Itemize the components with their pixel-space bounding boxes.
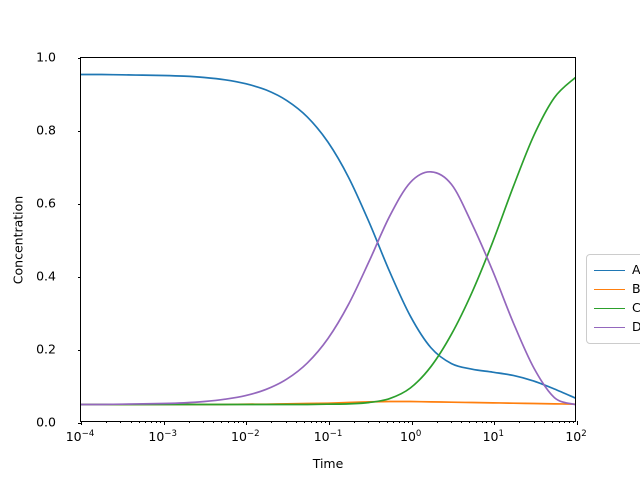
x-minor-tick	[320, 421, 322, 423]
x-tick-label-6: 102	[565, 428, 587, 444]
x-minor-tick	[469, 421, 471, 423]
x-minor-tick	[398, 421, 400, 423]
x-tick-label-2: 10−2	[231, 428, 260, 444]
legend-swatch-c	[594, 308, 625, 309]
series-lines	[81, 73, 575, 406]
x-minor-tick	[120, 421, 122, 423]
legend-label-b: B	[632, 281, 640, 297]
legend-item-a[interactable]: A	[594, 261, 640, 280]
y-tick-label-0: 0.0	[36, 414, 56, 430]
x-minor-tick	[544, 421, 546, 423]
y-tick-label-2: 0.4	[36, 268, 56, 284]
x-minor-tick	[533, 421, 535, 423]
x-tick-mark-3	[329, 421, 331, 425]
y-tick-mark-1	[77, 349, 81, 351]
x-minor-tick	[403, 421, 405, 423]
x-minor-tick	[519, 421, 521, 423]
legend-item-b[interactable]: B	[594, 280, 640, 299]
legend-box[interactable]: A B C D	[586, 254, 640, 344]
x-minor-tick	[552, 421, 554, 423]
y-tick-mark-2	[77, 276, 81, 278]
x-minor-tick	[368, 421, 370, 423]
legend-swatch-b	[594, 289, 625, 290]
x-minor-tick	[285, 421, 287, 423]
x-minor-tick	[353, 421, 355, 423]
x-minor-tick	[378, 421, 380, 423]
x-minor-tick	[150, 421, 152, 423]
legend-label-d: D	[632, 319, 640, 335]
y-tick-mark-3	[77, 203, 81, 205]
series-line-a	[81, 73, 575, 399]
x-minor-tick	[227, 421, 229, 423]
series-line-d	[81, 171, 575, 406]
x-minor-tick	[138, 421, 140, 423]
x-minor-tick	[325, 421, 327, 423]
x-minor-tick	[486, 421, 488, 423]
x-minor-tick	[490, 421, 492, 423]
y-tick-mark-0	[77, 422, 81, 424]
series-line-c	[81, 76, 575, 406]
x-minor-tick	[221, 421, 223, 423]
y-tick-label-3: 0.6	[36, 195, 56, 211]
x-minor-tick	[436, 421, 438, 423]
x-minor-tick	[213, 421, 215, 423]
x-minor-tick	[564, 421, 566, 423]
x-minor-tick	[393, 421, 395, 423]
legend-label-a: A	[632, 262, 640, 278]
x-minor-tick	[105, 421, 107, 423]
y-tick-label-1: 0.2	[36, 341, 56, 357]
x-minor-tick	[475, 421, 477, 423]
x-minor-tick	[145, 421, 147, 423]
x-tick-mark-5	[494, 421, 496, 425]
x-tick-label-4: 100	[400, 428, 422, 444]
x-minor-tick	[573, 421, 575, 423]
x-minor-tick	[461, 421, 463, 423]
x-minor-tick	[316, 421, 318, 423]
x-minor-tick	[386, 421, 388, 423]
x-minor-tick	[296, 421, 298, 423]
legend-label-c: C	[632, 300, 640, 316]
x-tick-label-5: 101	[482, 428, 504, 444]
x-minor-tick	[568, 421, 570, 423]
x-minor-tick	[203, 421, 205, 423]
legend-item-c[interactable]: C	[594, 299, 640, 318]
x-minor-tick	[159, 421, 161, 423]
y-tick-mark-5	[77, 57, 81, 59]
x-minor-tick	[304, 421, 306, 423]
x-tick-mark-0	[81, 421, 83, 425]
x-tick-mark-4	[411, 421, 413, 425]
legend-swatch-d	[594, 327, 625, 328]
y-tick-label-5: 1.0	[36, 49, 56, 65]
x-tick-label-3: 10−1	[313, 428, 343, 444]
x-minor-tick	[271, 421, 273, 423]
x-tick-mark-2	[246, 421, 248, 425]
x-minor-tick	[233, 421, 235, 423]
x-axis-title: Time	[312, 456, 344, 471]
x-minor-tick	[155, 421, 157, 423]
legend-swatch-a	[594, 270, 625, 271]
y-tick-mark-4	[77, 130, 81, 132]
x-minor-tick	[407, 421, 409, 423]
x-tick-label-0: 10−4	[65, 428, 95, 444]
x-minor-tick	[451, 421, 453, 423]
x-tick-mark-1	[163, 421, 165, 425]
x-minor-tick	[242, 421, 244, 423]
x-tick-mark-6	[577, 421, 579, 425]
y-axis-title: Concentration	[10, 195, 26, 285]
x-minor-tick	[558, 421, 560, 423]
x-minor-tick	[130, 421, 132, 423]
y-tick-label-4: 0.8	[36, 122, 56, 138]
x-minor-tick	[310, 421, 312, 423]
legend-item-d[interactable]: D	[594, 318, 640, 337]
x-minor-tick	[238, 421, 240, 423]
x-minor-tick	[481, 421, 483, 423]
plot-area: A B C D	[77, 57, 640, 425]
x-tick-label-1: 10−3	[148, 428, 177, 444]
x-minor-tick	[188, 421, 190, 423]
